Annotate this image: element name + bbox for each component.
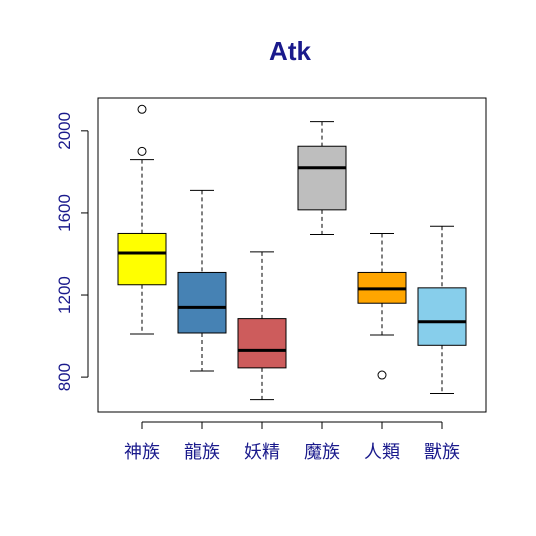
box-group [117,104,467,401]
iqr-box [297,145,347,211]
box-1 [117,104,167,335]
iqr-box [417,287,467,346]
iqr-box [237,318,287,369]
x-tick-label: 神族 [124,442,160,463]
outlier-point [137,146,147,156]
plot-frame [97,97,487,413]
y-axis: 800 1200 1600 2000 [55,112,89,391]
chart-title: Atk [269,36,311,66]
y-tick-label: 1600 [55,194,74,232]
y-tick-label: 800 [55,363,74,391]
outlier-point [137,104,147,114]
box-4 [297,121,347,235]
x-tick-label: 獸族 [424,442,460,463]
iqr-box [117,232,167,286]
iqr-box [177,271,227,334]
y-tick-label: 1200 [55,276,74,314]
x-axis: 神族 龍族 妖精 魔族 人類 獸族 [124,421,460,463]
outlier-point [377,370,387,380]
box-3 [237,251,287,401]
box-6 [417,225,467,395]
box-2 [177,189,227,372]
x-tick-label: 妖精 [244,442,280,463]
y-tick-label: 2000 [55,112,74,150]
box-5 [357,232,407,380]
x-tick-label: 魔族 [304,442,340,463]
x-tick-label: 人類 [364,442,400,463]
x-tick-label: 龍族 [184,442,220,463]
